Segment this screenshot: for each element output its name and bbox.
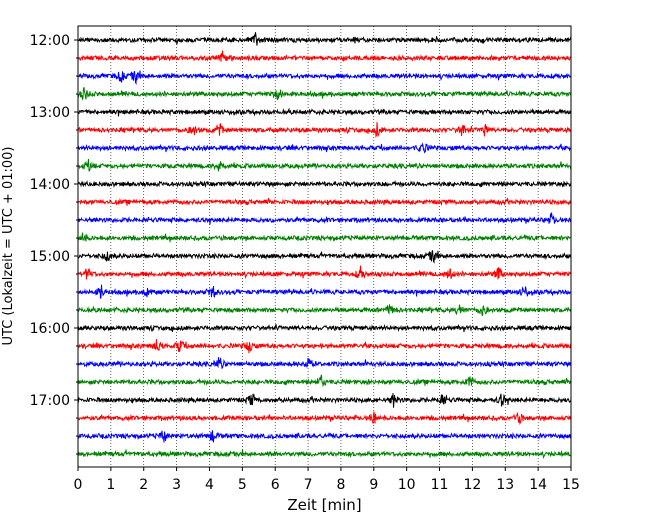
seismic-trace [77, 430, 572, 443]
seismic-trace [77, 86, 572, 101]
x-tick-label: 6 [271, 477, 280, 493]
x-tick-label: 7 [304, 477, 313, 493]
seismic-trace [77, 122, 572, 139]
y-axis-title: UTC (Lokalzeit = UTC + 01:00) [1, 147, 16, 346]
x-tick-label: 1 [106, 477, 115, 493]
x-tick-label: 12 [463, 477, 481, 493]
y-tick-label: 16:00 [30, 321, 70, 337]
seismic-trace [77, 32, 572, 46]
seismic-trace [77, 212, 572, 225]
seismic-trace [77, 107, 572, 117]
seismic-trace [77, 374, 572, 388]
seismic-trace [77, 393, 572, 408]
x-tick-label: 10 [398, 477, 416, 493]
x-tick-label: 13 [496, 477, 514, 493]
y-tick-label: 14:00 [30, 177, 70, 193]
seismic-trace [77, 357, 572, 370]
seismic-trace [77, 70, 572, 86]
x-tick-label: 3 [172, 477, 181, 493]
y-tick-label: 12:00 [30, 33, 70, 49]
x-axis-title: Zeit [min] [287, 496, 361, 514]
seismic-trace [77, 250, 572, 264]
seismic-trace [77, 232, 572, 243]
seismic-trace [77, 158, 572, 172]
x-axis: 0 1 2 3 4 5 6 7 8 9 10 11 12 13 14 15 [74, 467, 580, 493]
y-tick-label: 15:00 [30, 249, 70, 265]
seismic-trace [77, 179, 572, 189]
seismic-trace [77, 304, 572, 317]
x-tick-label: 11 [431, 477, 449, 493]
seismic-traces [77, 32, 572, 460]
x-tick-label: 15 [562, 477, 580, 493]
x-tick-label: 5 [238, 477, 247, 493]
x-tick-label: 0 [74, 477, 83, 493]
seismic-trace [77, 142, 572, 154]
plot-frame [77, 25, 572, 468]
y-axis: 12:00 13:00 14:00 15:00 16:00 17:00 [30, 33, 78, 455]
x-tick-label: 14 [529, 477, 547, 493]
seismic-trace [77, 339, 572, 354]
y-tick-label: 17:00 [30, 393, 70, 409]
x-tick-label: 9 [369, 477, 378, 493]
seismic-trace [77, 449, 572, 460]
seismic-trace [77, 411, 572, 426]
seismic-trace [77, 284, 572, 299]
x-tick-label: 2 [139, 477, 148, 493]
seismic-trace [77, 265, 572, 280]
x-tick-label: 8 [336, 477, 345, 493]
seismic-trace [77, 197, 572, 207]
seismic-trace [77, 50, 572, 62]
x-tick-label: 4 [205, 477, 214, 493]
y-tick-label: 13:00 [30, 105, 70, 121]
seismic-trace [77, 323, 572, 333]
